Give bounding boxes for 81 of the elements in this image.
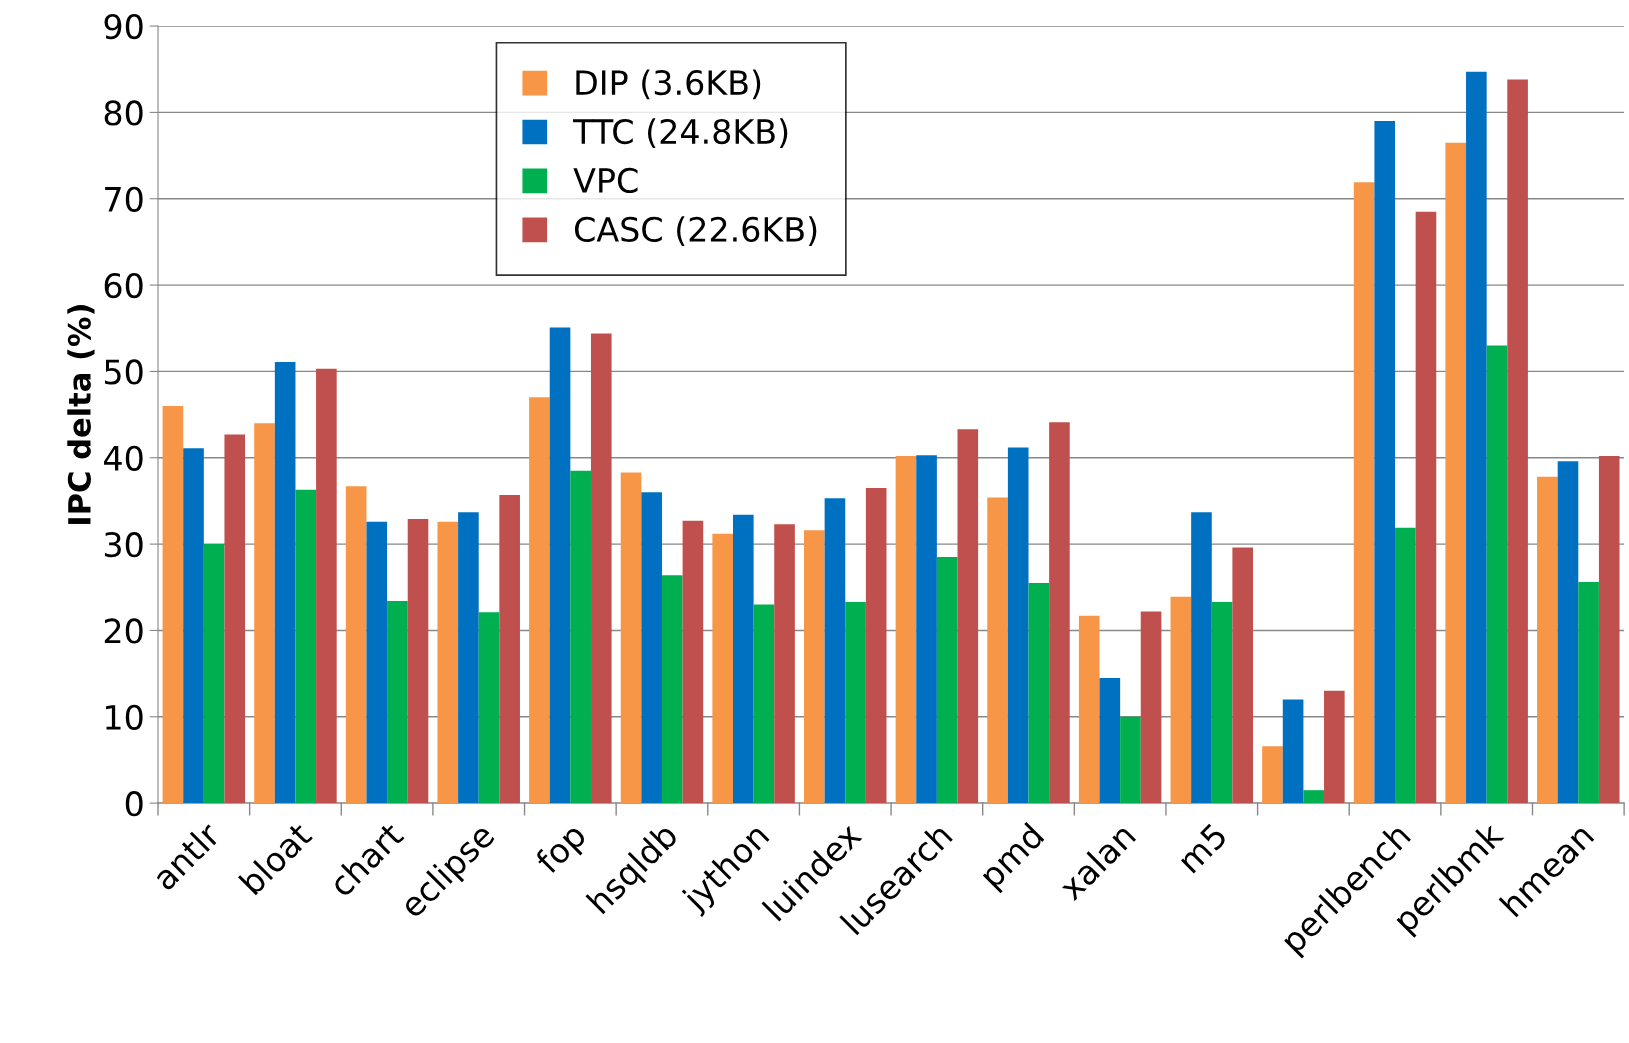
bar <box>1353 182 1375 804</box>
bar <box>1007 447 1029 804</box>
bar <box>1578 582 1599 804</box>
legend-label: VPC <box>573 167 638 194</box>
bar <box>1191 512 1212 804</box>
bar <box>274 361 296 804</box>
bar <box>203 544 225 804</box>
bar <box>987 497 1008 804</box>
x-tick-label: fop <box>533 821 592 880</box>
bar <box>1537 476 1558 804</box>
legend-label: TTC (24.8KB) <box>573 118 788 149</box>
bar <box>1486 345 1508 804</box>
y-tick-label: 40 <box>104 445 143 471</box>
bar <box>1303 790 1325 804</box>
bar <box>1282 699 1304 804</box>
bar <box>661 575 683 804</box>
y-tick-label: 0 <box>125 791 143 817</box>
bar <box>682 520 704 804</box>
bar <box>1028 582 1050 804</box>
y-tick-label: 80 <box>104 100 143 126</box>
bar <box>549 327 571 804</box>
y-tick-label: 50 <box>104 359 143 385</box>
y-tick-label: 90 <box>104 14 143 40</box>
bar <box>183 448 204 804</box>
bar <box>1262 746 1283 804</box>
bar <box>254 423 275 804</box>
bar <box>845 601 866 804</box>
bar <box>224 434 246 804</box>
bar <box>529 397 550 804</box>
bar <box>1466 71 1487 804</box>
x-tick-label: m5 <box>1176 822 1228 874</box>
bar <box>590 333 612 804</box>
bar <box>1395 527 1416 804</box>
bar <box>1049 422 1070 804</box>
bar <box>895 456 917 804</box>
bar <box>407 519 429 804</box>
bar <box>1598 456 1620 804</box>
bar <box>366 521 388 804</box>
bar <box>458 512 479 804</box>
bar <box>570 470 591 804</box>
legend-label: DIP (3.6KB) <box>576 69 761 100</box>
bar <box>1099 677 1121 804</box>
bar <box>1507 79 1528 804</box>
bar <box>957 429 979 804</box>
bar <box>620 472 642 804</box>
y-tick-label: 10 <box>106 704 143 730</box>
bar <box>478 612 500 804</box>
y-tick-label: 20 <box>104 618 143 644</box>
bar <box>345 486 367 804</box>
bar <box>824 498 846 804</box>
bar <box>387 601 408 804</box>
bar <box>804 530 825 804</box>
y-axis-title: IPC delta (%) <box>67 305 95 524</box>
bar <box>1374 121 1396 804</box>
bar <box>1140 611 1162 804</box>
bar <box>936 557 958 804</box>
y-tick-label: 70 <box>105 186 143 212</box>
bar <box>865 487 887 804</box>
bar <box>753 604 775 804</box>
bar <box>641 492 662 804</box>
y-tick-label: 60 <box>104 273 143 299</box>
y-tick-label: 30 <box>104 532 143 558</box>
bar <box>1170 596 1192 804</box>
bar <box>916 455 937 804</box>
bar <box>1232 547 1254 804</box>
bar <box>437 521 459 804</box>
bar <box>1557 461 1579 804</box>
bar <box>1445 142 1467 804</box>
bar <box>1211 601 1233 804</box>
bar <box>295 489 317 804</box>
bar <box>774 524 795 804</box>
bar <box>1120 716 1141 804</box>
legend-label: CASC (22.6KB) <box>574 216 817 246</box>
bar <box>1415 211 1437 804</box>
bar <box>712 533 733 804</box>
bar <box>1078 615 1100 804</box>
bar <box>499 494 520 804</box>
bar <box>316 368 337 804</box>
bar <box>733 514 754 804</box>
bar <box>1324 690 1345 804</box>
bar <box>162 405 184 804</box>
